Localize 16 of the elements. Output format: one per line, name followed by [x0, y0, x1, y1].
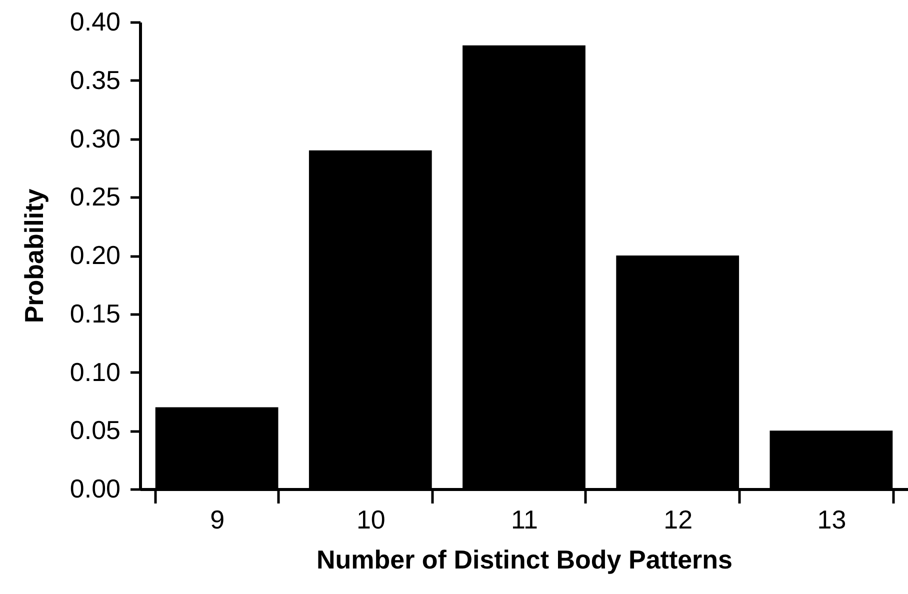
x-tick-label: 10	[356, 504, 386, 534]
y-tick-label: 0.15	[70, 298, 120, 328]
y-tick-label: 0.35	[70, 64, 120, 95]
y-tick-label: 0.40	[70, 6, 120, 36]
x-tick-label: 13	[817, 504, 846, 534]
x-axis-title: Number of Distinct Body Patterns	[316, 544, 733, 574]
y-tick-label: 0.25	[70, 182, 120, 212]
y-tick-label: 0.10	[70, 356, 120, 387]
y-axis-title: Probability	[18, 188, 49, 324]
x-tick-label: 11	[511, 504, 538, 534]
y-tick-label: 0.20	[70, 240, 120, 270]
y-tick-label: 0.00	[70, 474, 120, 504]
x-tick-label: 9	[210, 504, 225, 534]
y-tick-label: 0.05	[70, 415, 120, 446]
x-tick-label: 12	[664, 504, 693, 534]
y-tick-label: 0.30	[70, 123, 120, 154]
